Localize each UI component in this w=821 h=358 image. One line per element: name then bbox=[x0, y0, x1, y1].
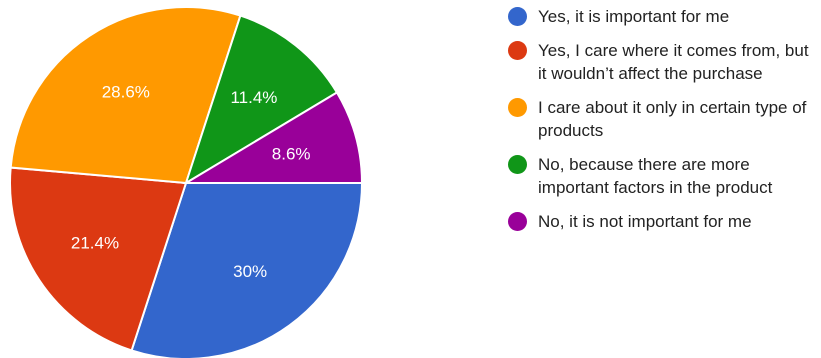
legend-swatch-icon bbox=[508, 98, 527, 117]
legend-label: Yes, I care where it comes from, but it … bbox=[538, 41, 809, 83]
legend-item: Yes, it is important for me bbox=[508, 5, 818, 28]
legend: Yes, it is important for me Yes, I care w… bbox=[508, 5, 818, 244]
legend-label: No, because there are more important fac… bbox=[538, 155, 773, 197]
pie-chart: 30% 21.4% 28.6% 11.4% 8.6% bbox=[9, 5, 364, 358]
pie-slice-2 bbox=[9, 166, 188, 352]
pie-slice-5 bbox=[182, 91, 364, 184]
legend-item: No, it is not important for me bbox=[508, 210, 818, 233]
pie-slice-3 bbox=[9, 5, 242, 185]
legend-label: I care about it only in certain type of … bbox=[538, 98, 807, 140]
legend-swatch-icon bbox=[508, 212, 527, 231]
legend-swatch-icon bbox=[508, 7, 527, 26]
legend-item: Yes, I care where it comes from, but it … bbox=[508, 39, 818, 85]
slice-percent-label: 28.6% bbox=[102, 82, 150, 101]
pie-slice-1 bbox=[130, 182, 364, 358]
legend-item: No, because there are more important fac… bbox=[508, 153, 818, 199]
legend-swatch-icon bbox=[508, 155, 527, 174]
slice-percent-label: 30% bbox=[233, 262, 267, 281]
slice-percent-label: 21.4% bbox=[71, 234, 119, 253]
pie-slice-4 bbox=[184, 14, 339, 186]
slice-percent-label: 8.6% bbox=[272, 144, 311, 163]
legend-swatch-icon bbox=[508, 41, 527, 60]
legend-item: I care about it only in certain type of … bbox=[508, 96, 818, 142]
slice-percent-label: 11.4% bbox=[230, 88, 277, 107]
legend-label: Yes, it is important for me bbox=[538, 7, 730, 26]
legend-label: No, it is not important for me bbox=[538, 212, 752, 231]
